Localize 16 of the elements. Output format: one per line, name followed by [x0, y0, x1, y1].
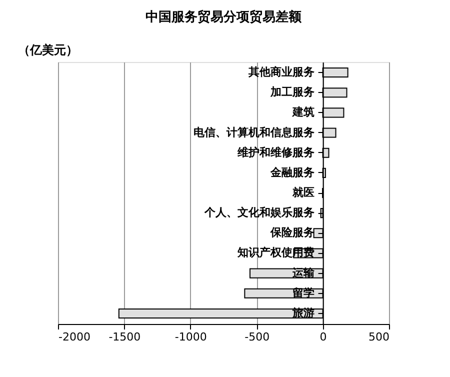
chart-title: 中国服务贸易分项贸易差额: [146, 9, 302, 24]
x-tick-label: -500: [244, 330, 270, 344]
y-tick-label: 金融服务: [269, 166, 314, 179]
x-tick-label: -1500: [108, 330, 141, 344]
y-tick-label: 就医: [291, 186, 314, 199]
y-tick-label: 电信、计算机和信息服务: [193, 126, 314, 139]
y-tick-label: 维护和维修服务: [236, 146, 314, 159]
y-tick-label: 其他商业服务: [247, 66, 314, 79]
x-tick-label: 0: [320, 330, 327, 344]
y-tick-label: 个人、文化和娱乐服务: [203, 206, 314, 220]
x-tick-label: -2000: [58, 330, 90, 344]
y-tick-label: 建筑: [291, 106, 314, 119]
x-tick-label: -1000: [174, 330, 207, 344]
y-tick-label: 加工服务: [269, 86, 314, 99]
x-tick-label: 500: [368, 330, 390, 344]
text: （亿美元）: [18, 43, 78, 57]
